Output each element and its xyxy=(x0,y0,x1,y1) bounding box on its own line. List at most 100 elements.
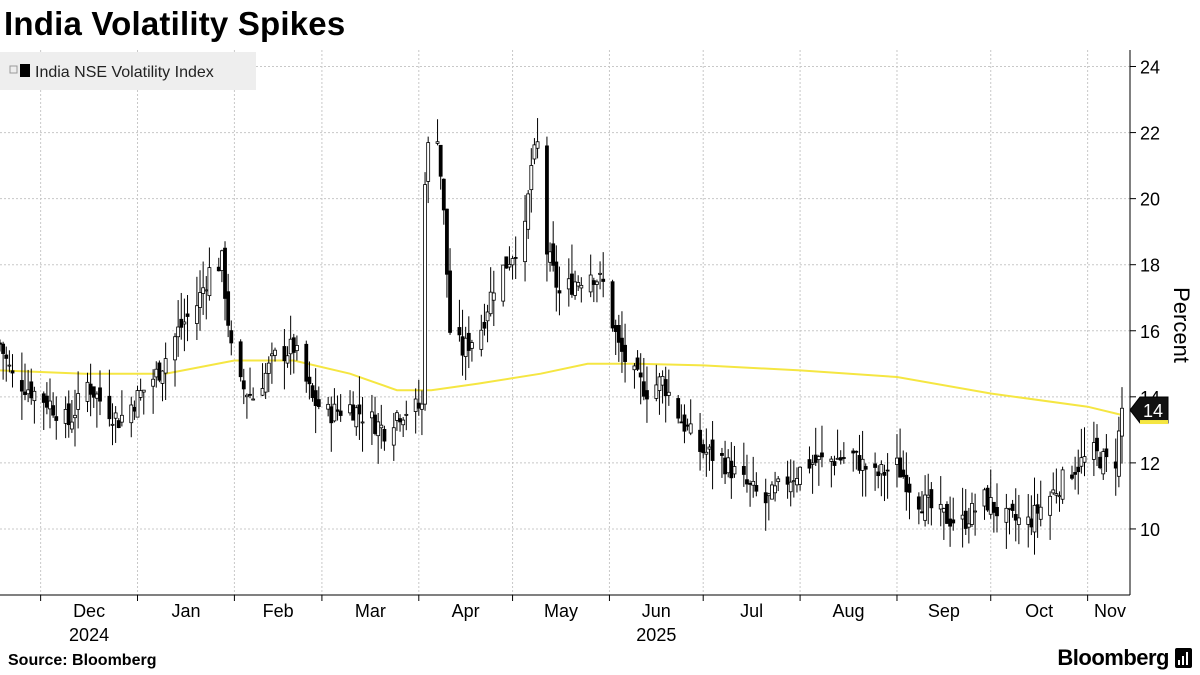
candle-body xyxy=(532,144,537,160)
candle-body xyxy=(895,457,899,465)
candle-body xyxy=(663,379,668,397)
candle-body xyxy=(91,386,96,398)
candle-body xyxy=(310,385,315,398)
candle-body xyxy=(1013,514,1018,521)
candle-body xyxy=(1007,507,1012,510)
candle-body xyxy=(720,453,724,456)
candle-body xyxy=(863,466,868,470)
candle-body xyxy=(401,419,406,426)
candle-body xyxy=(707,446,712,450)
candle-body xyxy=(1098,456,1103,469)
candle-body xyxy=(504,256,509,269)
gridlines xyxy=(0,50,1130,595)
candle-body xyxy=(704,451,709,455)
candle-body xyxy=(326,403,331,410)
candle-body xyxy=(1076,466,1081,473)
candle-body xyxy=(304,343,309,382)
candle-body xyxy=(523,220,527,263)
candle-body xyxy=(107,395,112,420)
candle-body xyxy=(354,407,359,428)
candle-body xyxy=(4,354,9,359)
last-value-label: 14 xyxy=(1143,401,1163,421)
candle-body xyxy=(988,497,993,515)
candle-body xyxy=(138,390,143,398)
y-axis-label: Percent xyxy=(1169,287,1194,363)
candle-body xyxy=(829,458,834,462)
candle-body xyxy=(591,280,596,285)
candle-body xyxy=(245,394,249,398)
last-value-underline xyxy=(1140,420,1168,425)
candle-body xyxy=(701,444,706,454)
candle-body xyxy=(970,503,974,525)
candle-body xyxy=(141,389,146,393)
candle-body xyxy=(260,388,265,396)
candle-body xyxy=(63,409,68,424)
candle-body xyxy=(426,142,431,182)
candle-body xyxy=(926,494,931,498)
candle-body xyxy=(1051,489,1056,494)
candle-body xyxy=(373,414,377,434)
candle-body xyxy=(157,362,162,381)
candle-body xyxy=(745,479,749,485)
candle-body xyxy=(501,264,506,302)
candle-body xyxy=(229,330,234,344)
candle-body xyxy=(1029,518,1034,528)
candle-body xyxy=(251,398,256,401)
candle-body xyxy=(751,480,756,486)
candle-body xyxy=(129,404,134,424)
candle-body xyxy=(841,457,846,459)
candle-body xyxy=(838,457,843,461)
candle-body xyxy=(657,376,662,391)
x-tick-label: Aug xyxy=(833,601,865,621)
candle-body xyxy=(785,476,790,485)
x-year-label: 2024 xyxy=(69,625,109,645)
candle-body xyxy=(945,503,949,524)
x-tick-label: May xyxy=(544,601,578,621)
candle-body xyxy=(207,267,212,297)
candle-body xyxy=(282,346,287,362)
x-tick-label: Jul xyxy=(740,601,763,621)
candle-body xyxy=(248,393,252,396)
candle-body xyxy=(23,391,27,395)
candle-body xyxy=(98,387,102,402)
candle-body xyxy=(316,399,321,407)
candle-body xyxy=(795,478,799,486)
moving-average-path xyxy=(0,359,1123,416)
candle-body xyxy=(966,523,971,528)
candle-body xyxy=(1004,507,1009,523)
candle-body xyxy=(748,482,752,485)
candle-body xyxy=(223,247,227,299)
candle-body xyxy=(620,337,624,352)
candle-body xyxy=(119,414,124,423)
candle-body xyxy=(41,393,46,403)
legend-swatch xyxy=(20,64,30,77)
candle-body xyxy=(985,487,990,511)
candle-body xyxy=(338,410,343,416)
y-tick-label: 24 xyxy=(1140,58,1160,78)
candle-body xyxy=(485,311,490,322)
legend-toggle-icon[interactable] xyxy=(9,65,18,74)
y-tick-label: 12 xyxy=(1140,454,1160,474)
candle-body xyxy=(160,370,165,384)
candle-body xyxy=(238,341,243,378)
candle-body xyxy=(295,345,299,352)
candle-body xyxy=(194,305,199,324)
candle-body xyxy=(548,251,552,263)
candle-body xyxy=(551,243,556,266)
candle-body xyxy=(860,458,865,471)
legend-background xyxy=(0,52,256,90)
x-tick-label: Sep xyxy=(928,601,960,621)
candle-body xyxy=(729,460,734,479)
candle-body xyxy=(879,464,884,475)
candle-body xyxy=(898,457,903,478)
chart-plot: 10 12 14 16 18 20 22 24 Dec 2024 Jan Feb Mar Apr May Ju… xyxy=(0,50,1194,645)
candle-body xyxy=(201,287,206,294)
y-tick-label: 22 xyxy=(1140,124,1160,144)
candle-body xyxy=(710,439,715,461)
source-note: Source: Bloomberg xyxy=(8,652,157,669)
candle-body xyxy=(529,165,534,191)
candle-body xyxy=(285,355,290,364)
candle-body xyxy=(941,508,946,513)
candle-body xyxy=(69,421,74,430)
candle-body xyxy=(491,292,496,301)
